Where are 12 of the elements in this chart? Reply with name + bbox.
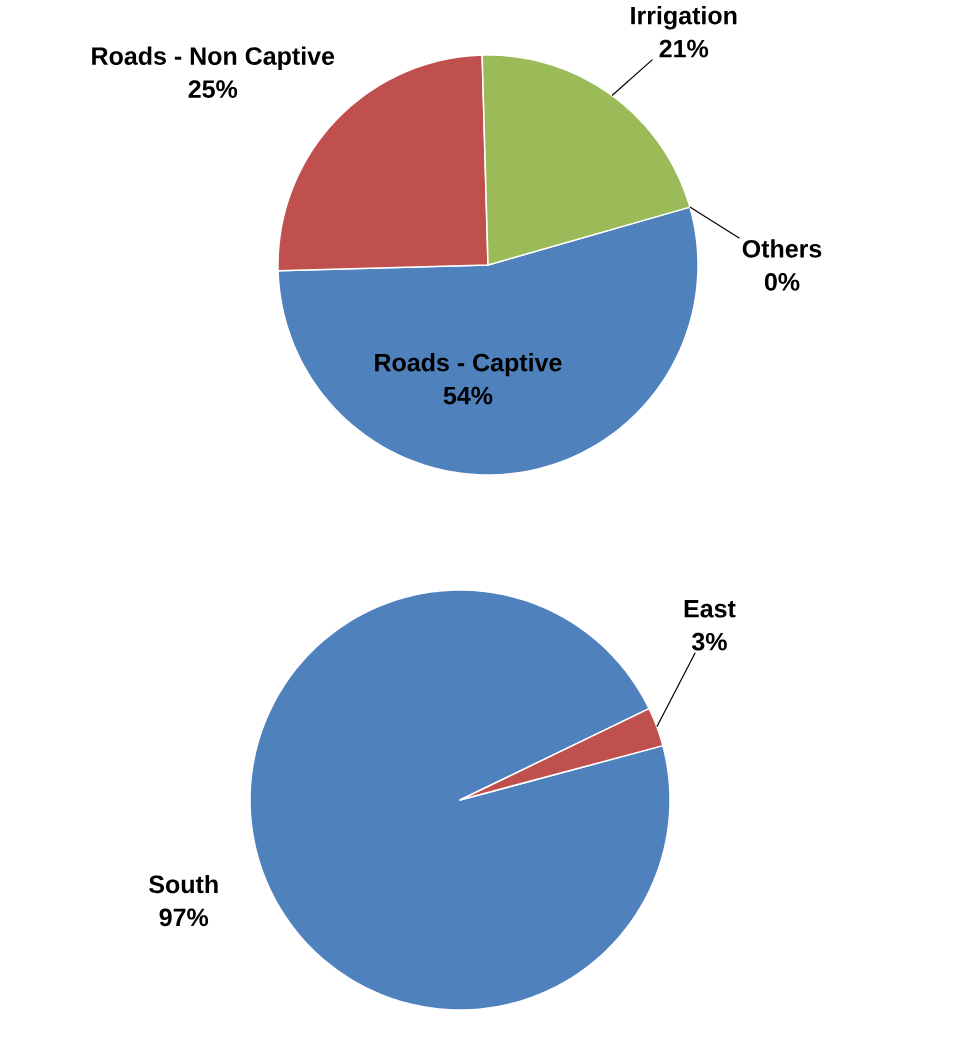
data-label: 54% bbox=[443, 386, 493, 405]
slice-label: Roads - Captive bbox=[375, 353, 562, 377]
text: 0% bbox=[764, 272, 800, 291]
category-label: Others bbox=[742, 239, 822, 258]
slice-label: Roads - Non Captive bbox=[92, 46, 335, 70]
data-label: 3% bbox=[691, 632, 727, 651]
data-label: 97% bbox=[159, 908, 209, 927]
data-label: 25% bbox=[188, 80, 238, 98]
slice-label: Irrigation bbox=[631, 6, 737, 30]
data-label: 21% bbox=[659, 39, 709, 58]
slice-label: South bbox=[149, 874, 218, 894]
slice-label: East bbox=[684, 600, 736, 618]
